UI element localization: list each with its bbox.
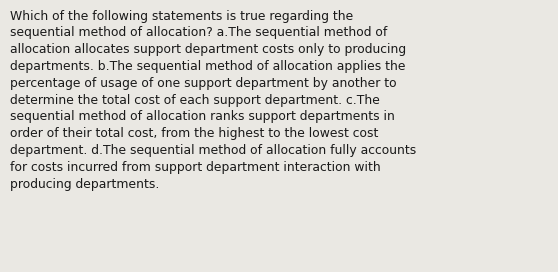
Text: Which of the following statements is true regarding the
sequential method of all: Which of the following statements is tru… (10, 10, 416, 190)
